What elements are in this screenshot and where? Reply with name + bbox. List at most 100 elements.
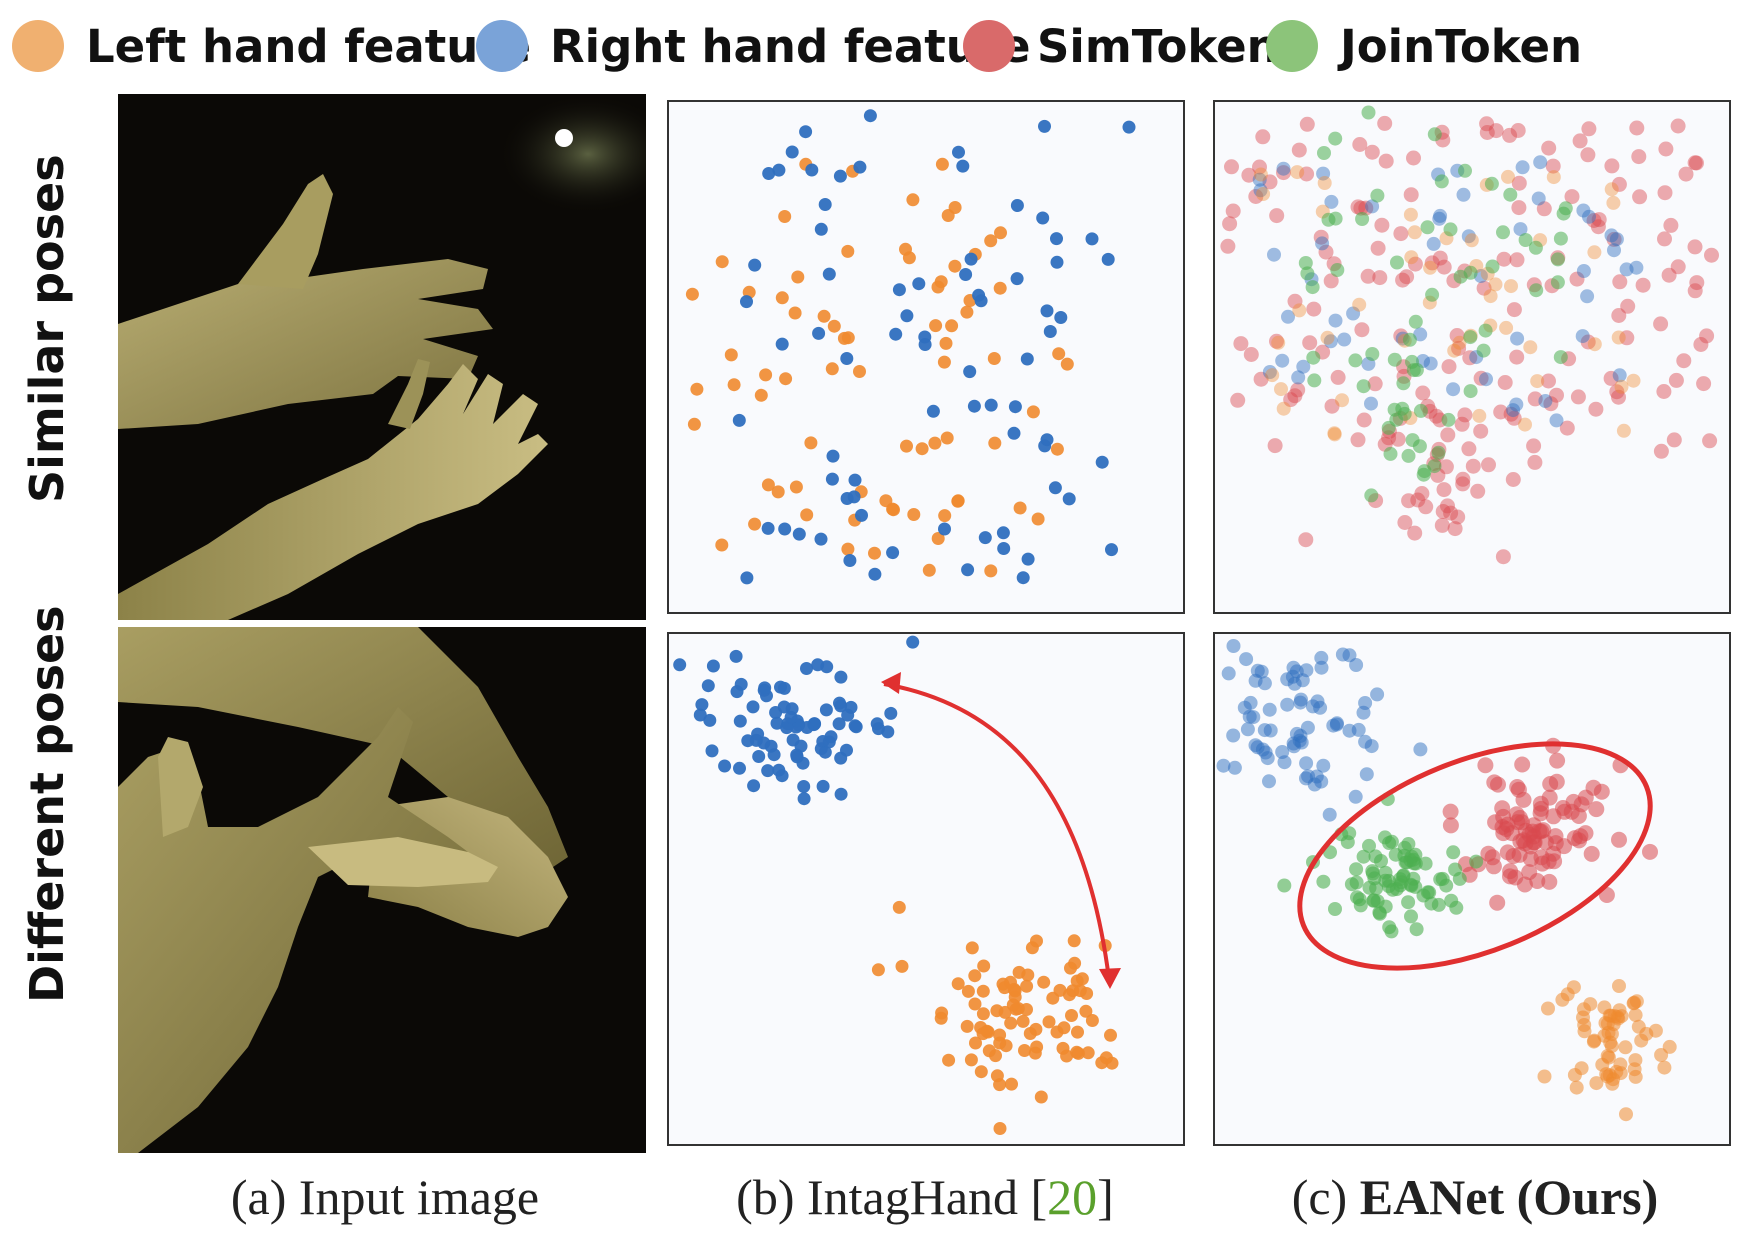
simtoken-point (1570, 389, 1586, 405)
simtoken-point (1489, 894, 1506, 911)
right-hand-point (1275, 745, 1290, 759)
simtoken-point (1233, 336, 1249, 352)
scatter-plot-area (1220, 105, 1719, 565)
left-hand-point (961, 984, 975, 998)
simtoken-point (1653, 443, 1669, 459)
left-hand-point (951, 494, 965, 508)
right-hand-point (1280, 697, 1295, 712)
right-hand-point (1262, 774, 1276, 789)
simtoken-point (1350, 199, 1366, 215)
right-hand-point (740, 295, 753, 309)
right-hand-point (906, 635, 920, 649)
right-hand-point (884, 706, 898, 720)
left-hand-point (1657, 1060, 1672, 1075)
right-hand-point (863, 109, 877, 123)
right-hand-point (1337, 332, 1352, 347)
right-hand-point (840, 492, 854, 505)
jointoken-point (1433, 872, 1448, 887)
left-hand-point (853, 365, 866, 378)
right-hand-point (1461, 229, 1476, 244)
left-hand-point (1006, 998, 1020, 1012)
right-hand-point (819, 703, 833, 717)
citation-link[interactable]: 20 (1047, 1169, 1098, 1225)
right-hand-point (1576, 203, 1591, 218)
jointoken-point (1387, 352, 1402, 367)
right-hand-point (777, 700, 791, 714)
right-hand-point (892, 283, 906, 297)
jointoken-point (1402, 332, 1417, 347)
right-hand-point (1054, 311, 1068, 324)
arrowhead-icon (881, 672, 901, 694)
right-hand-point (1619, 262, 1634, 277)
simtoken-point (1290, 382, 1306, 398)
left-hand-point (1566, 980, 1581, 995)
scatter-plot-area (1216, 639, 1677, 1122)
right-hand-point (732, 413, 746, 427)
jointoken-point (1372, 905, 1387, 920)
jointoken-point (1374, 854, 1388, 868)
right-hand-point (718, 759, 732, 773)
simtoken-point (1586, 213, 1602, 228)
right-hand-point (1296, 359, 1311, 374)
simtoken-point (1656, 384, 1672, 399)
right-hand-point (1291, 370, 1306, 385)
right-hand-point (799, 125, 813, 139)
left-hand-point (1290, 165, 1305, 180)
right-hand-point (1246, 710, 1261, 725)
left-hand-point (727, 378, 741, 392)
simtoken-point (1486, 774, 1503, 791)
simtoken-point (1395, 272, 1411, 288)
jointoken-point (1396, 376, 1411, 391)
simtoken-point (1287, 293, 1303, 309)
left-hand-point (1060, 357, 1074, 371)
left-hand-point (1628, 1069, 1643, 1084)
left-hand-point (938, 509, 952, 523)
left-hand-point (687, 417, 701, 431)
left-hand-point (900, 439, 913, 453)
jointoken-point (1503, 187, 1518, 202)
simtoken-point (1435, 504, 1451, 519)
double-arrow-icon (883, 682, 1111, 980)
right-hand-point (1276, 161, 1291, 176)
simtoken-point (1604, 158, 1620, 174)
left-hand-point (1066, 984, 1080, 998)
right-hand-point (748, 258, 762, 272)
left-hand-point (791, 270, 805, 284)
jointoken-point (1384, 924, 1399, 939)
right-hand-point (1349, 658, 1364, 672)
left-hand-point (879, 494, 893, 508)
jointoken-point (1404, 909, 1418, 924)
jointoken-point (1448, 862, 1463, 877)
right-hand-point (974, 294, 988, 308)
right-hand-point (761, 521, 775, 535)
right-hand-point (1549, 413, 1564, 428)
left-hand-point (1604, 182, 1619, 197)
left-hand-point (759, 368, 773, 382)
simtoken-point (1670, 259, 1686, 275)
simtoken-point (1559, 420, 1575, 436)
left-hand-point (1070, 1045, 1084, 1059)
left-hand-point (928, 436, 942, 450)
left-hand-point (965, 941, 979, 955)
right-hand-point (800, 662, 813, 675)
simtoken-point (1632, 189, 1648, 205)
right-hand-point (822, 267, 836, 281)
simtoken-point (1657, 185, 1673, 201)
left-hand-point (984, 234, 998, 248)
right-hand-point (703, 713, 717, 727)
left-hand-point (1587, 337, 1602, 352)
right-hand-point (1479, 372, 1493, 387)
simtoken-point (1563, 803, 1580, 820)
left-hand-point (939, 336, 953, 350)
right-hand-point (1252, 172, 1267, 187)
jointoken-point (1370, 894, 1385, 909)
jointoken-point (1418, 856, 1433, 871)
simtoken-point (1370, 240, 1386, 256)
right-hand-point (1509, 397, 1524, 412)
right-hand-point (805, 163, 819, 177)
right-hand-point (1629, 260, 1644, 275)
right-hand-point (693, 708, 707, 722)
left-hand-point (825, 362, 839, 376)
left-hand-point (724, 348, 738, 362)
simtoken-point (1603, 370, 1619, 386)
